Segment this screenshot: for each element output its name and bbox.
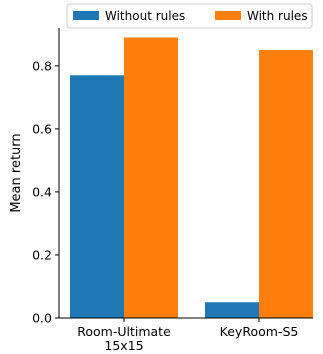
- legend-label: Without rules: [105, 9, 185, 23]
- y-axis-label: Mean return: [9, 133, 24, 212]
- x-tick-label: KeyRoom-S5: [220, 324, 299, 339]
- y-tick-label: 0.4: [32, 184, 52, 199]
- y-tick-label: 0.8: [32, 58, 52, 73]
- legend-box: [66, 3, 313, 29]
- legend-swatch: [215, 11, 241, 20]
- y-tick-label: 0.6: [32, 121, 52, 136]
- bar-1-1: [259, 50, 313, 318]
- bar-0-1: [205, 302, 259, 318]
- legend: Without rules With rules: [66, 3, 313, 29]
- bar-1-0: [124, 37, 178, 319]
- x-tick-label: Room-Ultimate 15x15: [77, 324, 171, 353]
- x-ticks: Room-Ultimate 15x15 KeyRoom-S5: [77, 318, 298, 353]
- bar-0-0: [70, 75, 124, 318]
- legend-label: With rules: [247, 9, 308, 23]
- legend-swatch: [73, 11, 99, 20]
- bars-layer: [70, 37, 313, 319]
- y-tick-label: 0.0: [32, 311, 52, 326]
- axes-layer: [58, 28, 313, 319]
- y-tick-label: 0.2: [32, 247, 52, 262]
- y-ticks: 0.0 0.2 0.4 0.6 0.8: [32, 58, 59, 326]
